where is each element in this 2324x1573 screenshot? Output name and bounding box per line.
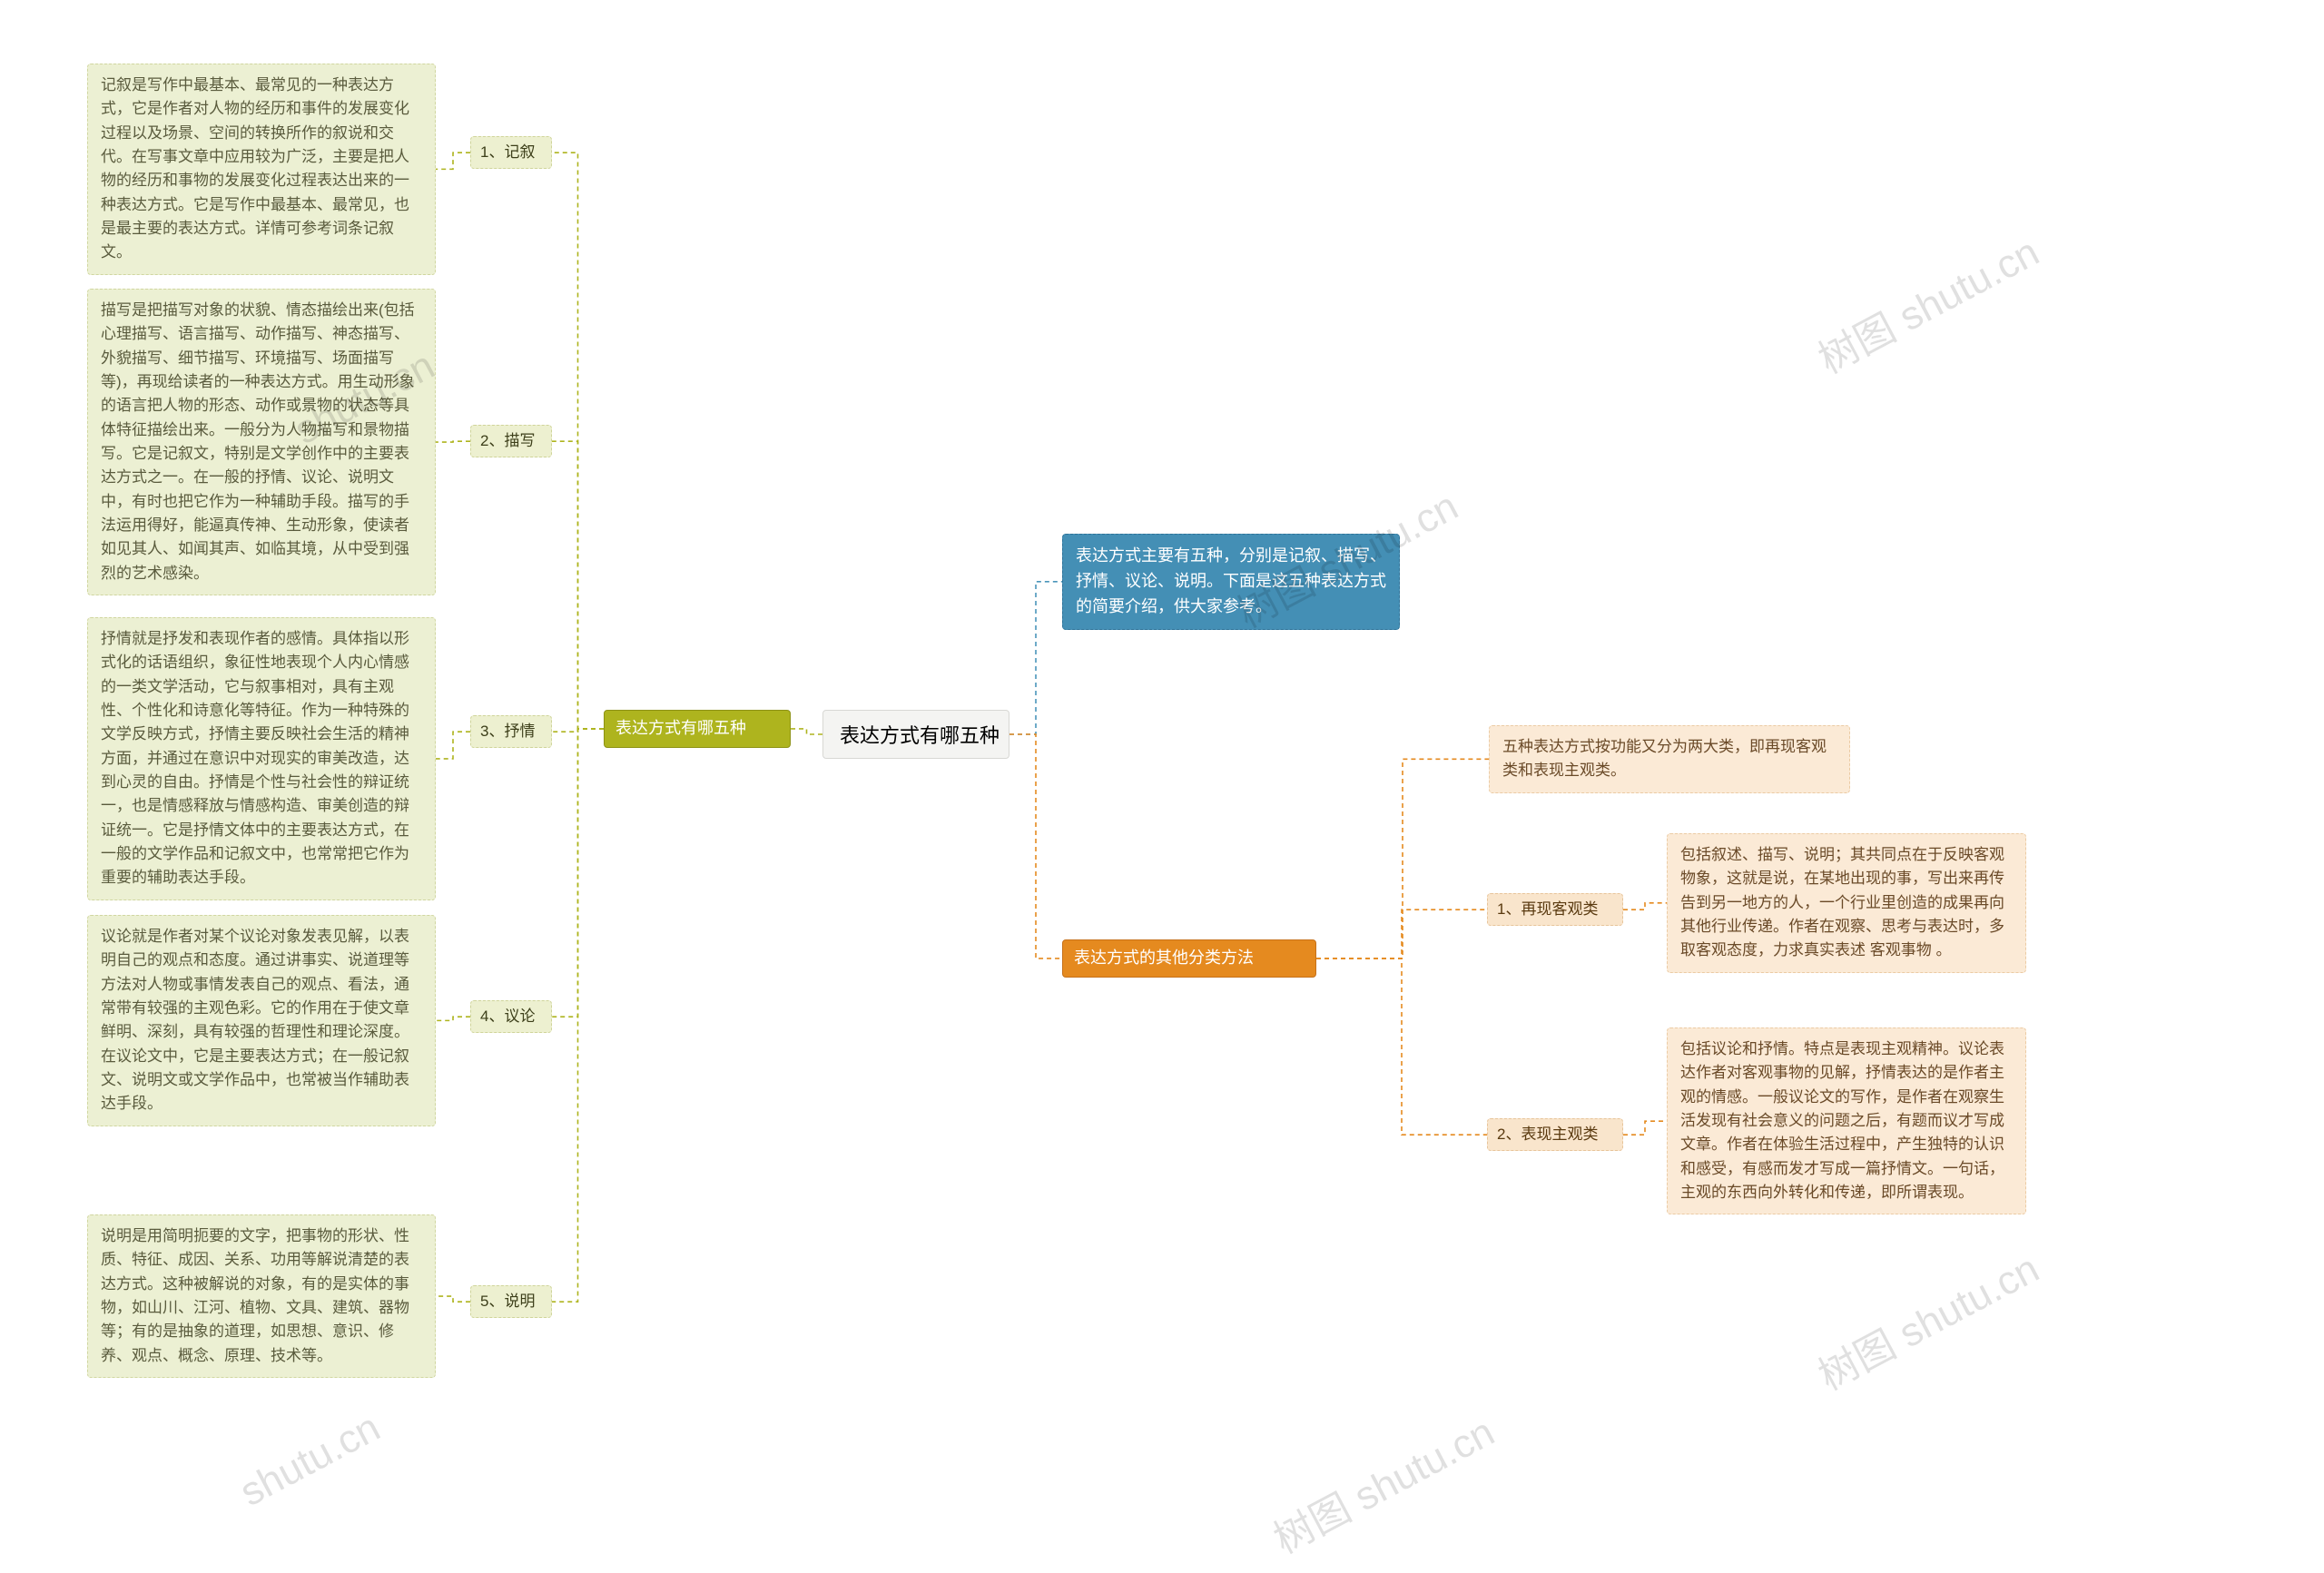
intro-node: 表达方式主要有五种，分别是记叙、描写、抒情、议论、说明。下面是这五种表达方式的简…	[1062, 534, 1400, 630]
watermark: 树图 shutu.cn	[1262, 1400, 1502, 1565]
five-leaf-4: 议论就是作者对某个议论对象发表见解，以表明自己的观点和态度。通过讲事实、说道理等…	[87, 915, 436, 1126]
other-intro-leaf: 五种表达方式按功能又分为两大类，即再现客观类和表现主观类。	[1489, 725, 1850, 793]
root-node: 表达方式有哪五种	[822, 710, 1009, 759]
five-sub-1: 1、记叙	[470, 136, 552, 169]
other-sub-2: 2、表现主观类	[1487, 1118, 1623, 1151]
five-sub-3: 3、抒情	[470, 715, 552, 748]
five-sub-5: 5、说明	[470, 1285, 552, 1318]
other-leaf-1: 包括叙述、描写、说明；其共同点在于反映客观物象，这就是说，在某地出现的事，写出来…	[1667, 833, 2026, 973]
five-sub-2: 2、描写	[470, 425, 552, 457]
watermark: shutu.cn	[233, 1405, 388, 1516]
watermark: 树图 shutu.cn	[1807, 1236, 2047, 1401]
branch-other-node: 表达方式的其他分类方法	[1062, 939, 1316, 978]
branch-five-node: 表达方式有哪五种	[604, 710, 791, 748]
five-leaf-2: 描写是把描写对象的状貌、情态描绘出来(包括心理描写、语言描写、动作描写、神态描写…	[87, 289, 436, 595]
other-leaf-2: 包括议论和抒情。特点是表现主观精神。议论表达作者对客观事物的见解，抒情表达的是作…	[1667, 1027, 2026, 1214]
five-leaf-1: 记叙是写作中最基本、最常见的一种表达方式，它是作者对人物的经历和事件的发展变化过…	[87, 64, 436, 275]
five-sub-4: 4、议论	[470, 1000, 552, 1033]
five-leaf-5: 说明是用简明扼要的文字，把事物的形状、性质、特征、成因、关系、功用等解说清楚的表…	[87, 1214, 436, 1378]
other-sub-1: 1、再现客观类	[1487, 893, 1623, 926]
five-leaf-3: 抒情就是抒发和表现作者的感情。具体指以形式化的话语组织，象征性地表现个人内心情感…	[87, 617, 436, 900]
watermark: 树图 shutu.cn	[1807, 220, 2047, 385]
